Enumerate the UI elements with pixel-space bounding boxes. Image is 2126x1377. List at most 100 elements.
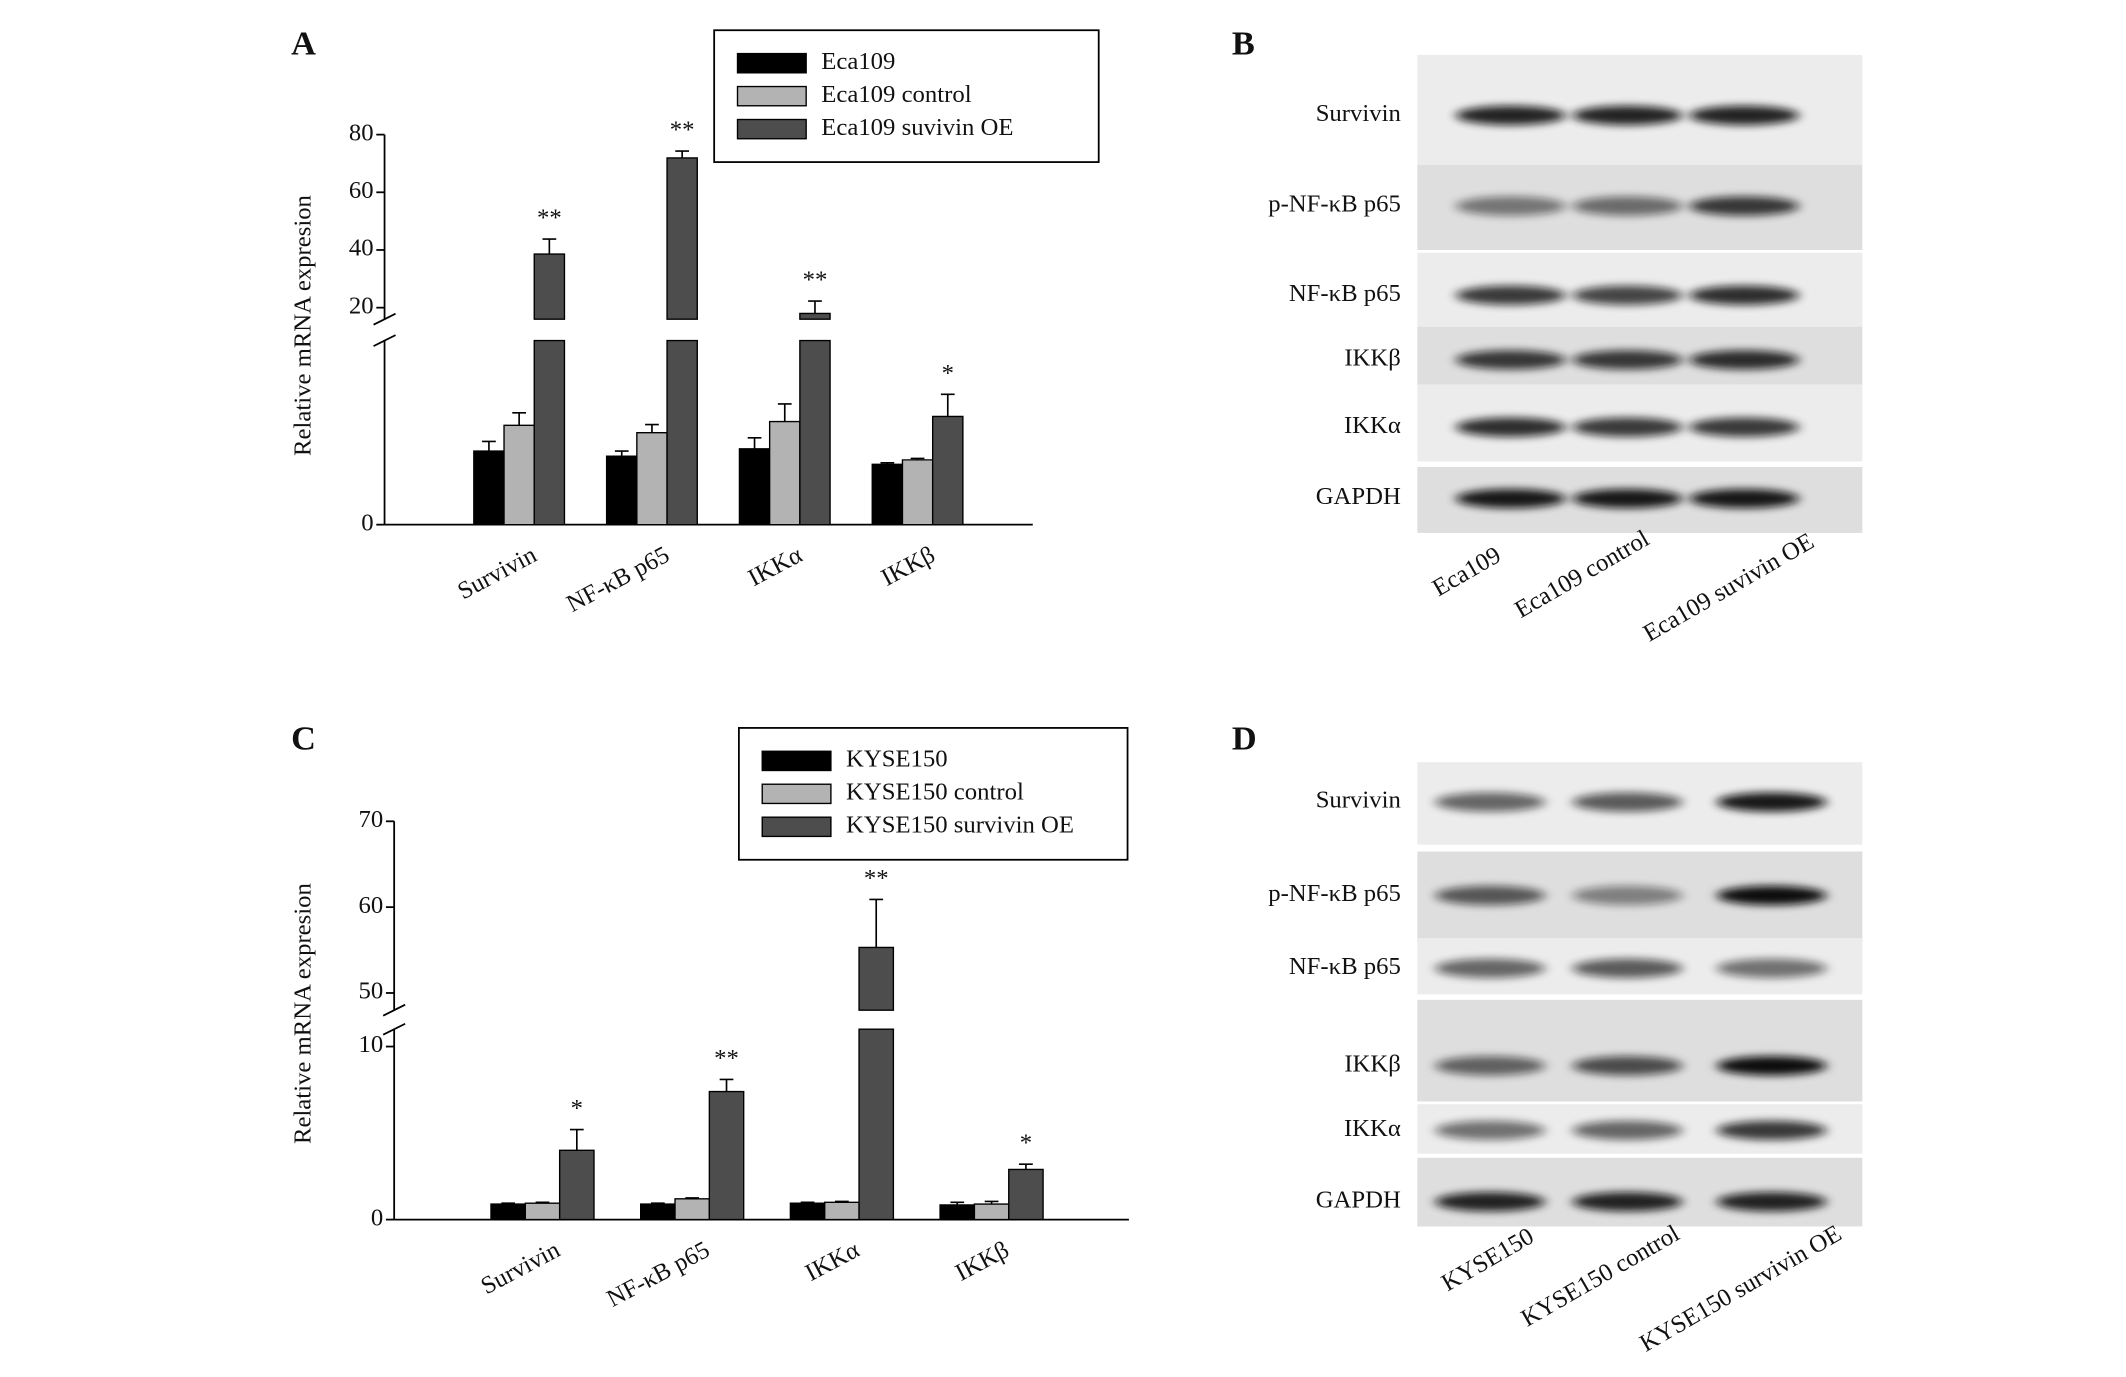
blot-strip (1417, 999, 1863, 1102)
significance: * (942, 360, 954, 387)
bar (666, 157, 698, 526)
error-bar (940, 393, 955, 417)
blot-band (1572, 792, 1683, 812)
blot-lane-label: KYSE150 control (1517, 1220, 1685, 1332)
x-tick-label: IKKα (744, 541, 807, 592)
x-tick-label: NF-κB p65 (562, 541, 674, 617)
y-tick-label: 0 (361, 509, 373, 536)
legend-label: KYSE150 (846, 746, 948, 773)
blot-band (1716, 1056, 1827, 1076)
bar (973, 1203, 1010, 1221)
panel-label: B (1232, 25, 1255, 63)
legend-label: Eca109 control (821, 81, 971, 108)
blot-band (1689, 417, 1800, 437)
blot-band (1572, 350, 1683, 370)
blot-band (1572, 417, 1683, 437)
x-tick-label: IKKβ (877, 541, 940, 591)
bar (533, 253, 566, 526)
blot-row-label: IKKβ (1344, 345, 1401, 372)
bar (871, 463, 904, 526)
bar (931, 415, 964, 526)
y-tick-label: 60 (349, 177, 374, 204)
bar (490, 1203, 527, 1221)
blot-band (1455, 105, 1566, 126)
bar (605, 455, 638, 526)
blot-band (1435, 792, 1546, 812)
blot-band (1689, 196, 1800, 216)
blot-band (1572, 488, 1683, 509)
error-bar (569, 1128, 584, 1151)
y-axis-label: Relative mRNA expresion (290, 883, 317, 1144)
blot-row-label: IKKα (1344, 412, 1401, 439)
blot-band (1572, 1056, 1683, 1076)
blot-band (1716, 1120, 1827, 1140)
error-bar (747, 436, 762, 449)
blot-band (1689, 105, 1800, 126)
error-bar (650, 1202, 665, 1205)
error-bar (777, 403, 792, 422)
panel-label: C (291, 720, 316, 758)
error-bar (950, 1201, 965, 1205)
x-tick-label: NF-κB p65 (603, 1236, 715, 1312)
error-bar (685, 1197, 700, 1199)
blot-row-label: p-NF-κB p65 (1268, 880, 1401, 907)
significance: ** (537, 204, 562, 231)
error-bar (719, 1078, 734, 1092)
axis-break (373, 312, 396, 326)
blot-band (1435, 958, 1546, 978)
bar (558, 1149, 595, 1221)
bar (636, 431, 668, 526)
y-tick-label: 60 (358, 892, 383, 919)
axis-break (373, 334, 396, 347)
error-bar (535, 1201, 550, 1204)
significance: ** (714, 1045, 739, 1072)
bar (503, 424, 535, 526)
legend-label: KYSE150 survivin OE (846, 811, 1074, 838)
significance: * (571, 1095, 583, 1122)
bar (708, 1090, 745, 1221)
bar (524, 1202, 561, 1221)
significance: ** (803, 266, 828, 293)
y-tick-label: 70 (358, 806, 383, 833)
legend-label: KYSE150 control (846, 779, 1024, 806)
bar (858, 946, 895, 1221)
blot-band (1689, 488, 1800, 509)
blot-band (1435, 1192, 1546, 1212)
bar (639, 1203, 676, 1221)
axis-break (382, 1022, 406, 1036)
x-tick-label: Survivin (477, 1236, 565, 1300)
blot-band (1716, 958, 1827, 978)
blot-row-label: Survivin (1316, 787, 1401, 814)
error-bar (542, 238, 557, 255)
bar (789, 1202, 826, 1221)
legend-swatch (736, 85, 807, 107)
panel-label: A (291, 25, 316, 63)
significance: ** (864, 865, 889, 892)
blot-band (1572, 885, 1683, 906)
blot-band (1572, 105, 1683, 126)
blot-band (1716, 1192, 1827, 1212)
blot-row-label: GAPDH (1316, 483, 1401, 510)
blot-band (1572, 1192, 1683, 1212)
legend-swatch (736, 118, 807, 140)
blot-strip (1417, 1157, 1863, 1227)
panel-label: D (1232, 720, 1257, 758)
error-bar (675, 150, 690, 158)
error-bar (482, 440, 496, 452)
bar (824, 1201, 860, 1221)
legend-label: Eca109 (821, 48, 895, 75)
blot-band (1455, 488, 1566, 509)
y-tick-label: 50 (358, 978, 383, 1005)
error-bar (984, 1200, 999, 1205)
blot-lane-label: KYSE150 (1437, 1223, 1539, 1297)
error-bar (800, 1201, 815, 1204)
x-tick-label: Survivin (453, 541, 541, 605)
blot-band (1455, 196, 1566, 216)
y-tick-label: 20 (349, 292, 374, 319)
blot-row-label: p-NF-κB p65 (1268, 191, 1401, 218)
blot-band (1435, 1120, 1546, 1140)
significance: ** (670, 116, 695, 143)
y-tick-label: 0 (371, 1204, 383, 1231)
error-bar (880, 461, 895, 465)
